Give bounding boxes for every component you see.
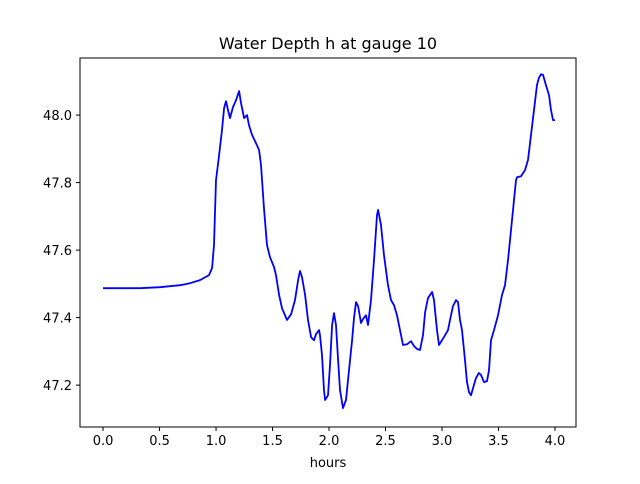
y-tick-label: 47.8 bbox=[43, 177, 72, 192]
x-tick-label: 1.5 bbox=[262, 434, 283, 449]
x-tick-label: 0.5 bbox=[149, 434, 170, 449]
x-axis: 0.0 0.5 1.0 1.5 2.0 2.5 3.0 3.5 4.0 bbox=[93, 427, 566, 449]
x-axis-label: hours bbox=[310, 456, 347, 471]
y-tick-label: 47.2 bbox=[43, 379, 72, 394]
plot-area bbox=[103, 73, 555, 409]
x-tick-label: 3.5 bbox=[488, 434, 509, 449]
x-tick-label: 1.0 bbox=[206, 434, 227, 449]
x-tick-label: 4.0 bbox=[545, 434, 566, 449]
chart-title: Water Depth h at gauge 10 bbox=[219, 34, 437, 53]
x-tick-label: 2.0 bbox=[319, 434, 340, 449]
x-tick-label: 2.5 bbox=[375, 434, 396, 449]
series-line-h bbox=[103, 73, 555, 409]
x-tick-label: 0.0 bbox=[93, 434, 114, 449]
y-axis: 47.2 47.4 47.6 47.8 48.0 bbox=[43, 109, 80, 394]
y-tick-label: 47.4 bbox=[43, 312, 72, 327]
axes-frame bbox=[79, 57, 577, 428]
y-tick-label: 47.6 bbox=[43, 244, 72, 259]
y-tick-label: 48.0 bbox=[43, 109, 72, 124]
x-tick-label: 3.0 bbox=[432, 434, 453, 449]
